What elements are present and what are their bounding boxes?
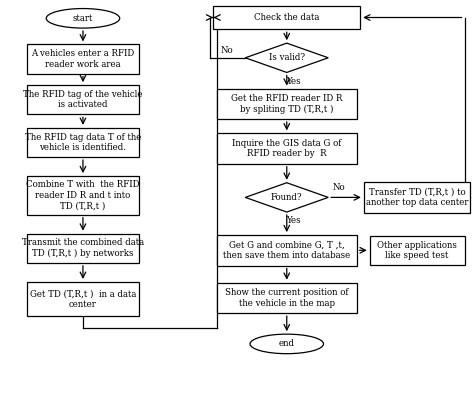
FancyBboxPatch shape	[27, 85, 138, 114]
FancyBboxPatch shape	[27, 234, 138, 263]
Text: Inquire the GIS data G of
RFID reader by  R: Inquire the GIS data G of RFID reader by…	[232, 139, 341, 158]
FancyBboxPatch shape	[27, 176, 138, 215]
Text: Yes: Yes	[287, 216, 301, 225]
Polygon shape	[246, 43, 328, 72]
FancyBboxPatch shape	[27, 44, 138, 74]
FancyBboxPatch shape	[217, 133, 356, 164]
Ellipse shape	[46, 9, 119, 28]
Text: The RFID tag data T of the
vehicle is identified.: The RFID tag data T of the vehicle is id…	[25, 133, 141, 152]
FancyBboxPatch shape	[27, 128, 138, 157]
FancyBboxPatch shape	[27, 282, 138, 317]
FancyBboxPatch shape	[213, 6, 360, 29]
Text: The RFID tag of the vehicle
is activated: The RFID tag of the vehicle is activated	[23, 90, 143, 109]
Text: Transmit the combined data
TD (T,R,t ) by networks: Transmit the combined data TD (T,R,t ) b…	[22, 239, 144, 258]
Text: Get the RFID reader ID R
by spliting TD (T,R,t ): Get the RFID reader ID R by spliting TD …	[231, 94, 343, 114]
FancyBboxPatch shape	[217, 282, 356, 313]
FancyBboxPatch shape	[217, 89, 356, 119]
FancyBboxPatch shape	[370, 236, 465, 265]
Text: start: start	[73, 14, 93, 23]
Text: Check the data: Check the data	[254, 13, 319, 22]
Text: Show the current position of
the vehicle in the map: Show the current position of the vehicle…	[225, 288, 348, 308]
Text: No: No	[221, 46, 233, 55]
Text: Combine T with  the RFID
reader ID R and t into
TD (T,R,t ): Combine T with the RFID reader ID R and …	[26, 180, 140, 210]
Text: Transfer TD (T,R,t ) to
another top data center: Transfer TD (T,R,t ) to another top data…	[366, 188, 468, 207]
Polygon shape	[246, 183, 328, 212]
Text: A vehicles enter a RFID
reader work area: A vehicles enter a RFID reader work area	[31, 49, 135, 69]
Ellipse shape	[250, 334, 323, 354]
Text: Yes: Yes	[287, 77, 301, 86]
FancyBboxPatch shape	[217, 235, 356, 266]
Text: end: end	[279, 339, 295, 348]
Text: Is valid?: Is valid?	[269, 53, 305, 62]
FancyBboxPatch shape	[364, 182, 470, 212]
Text: Found?: Found?	[271, 193, 302, 202]
Text: Get G and combine G, T ,t,
then save them into database: Get G and combine G, T ,t, then save the…	[223, 241, 350, 260]
Text: No: No	[333, 183, 346, 192]
Text: Other applications
like speed test: Other applications like speed test	[377, 241, 457, 260]
Text: Get TD (T,R,t )  in a data
center: Get TD (T,R,t ) in a data center	[30, 289, 136, 309]
